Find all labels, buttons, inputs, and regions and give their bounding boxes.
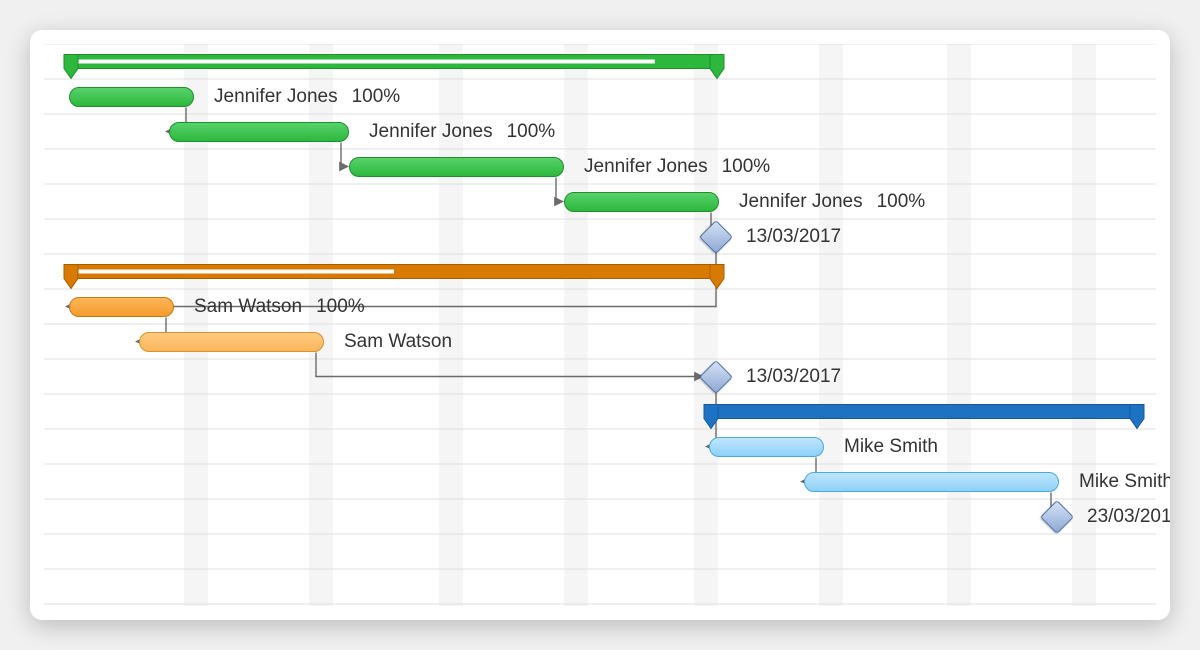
task-progress: 100% — [352, 86, 401, 107]
dependency-arrow — [316, 353, 702, 377]
task-label: Mike Smith — [844, 437, 952, 456]
task-label: Jennifer Jones 100% — [369, 122, 555, 141]
task-assignee: Jennifer Jones — [584, 156, 708, 177]
task-label: Mike Smith — [1079, 472, 1170, 491]
task-assignee: Sam Watson — [344, 331, 452, 352]
task-progress: 100% — [722, 156, 771, 177]
task-label: Sam Watson 100% — [194, 297, 365, 316]
task-assignee: Jennifer Jones — [214, 86, 338, 107]
task-assignee: Mike Smith — [844, 436, 938, 457]
milestone-label: 23/03/2017 — [1087, 507, 1170, 526]
dependency-arrow — [556, 178, 562, 202]
gantt-chart: Jennifer Jones100%Jennifer Jones100%Jenn… — [44, 44, 1156, 606]
task-assignee: Jennifer Jones — [369, 121, 493, 142]
task-bar[interactable] — [69, 87, 194, 107]
task-assignee: Mike Smith — [1079, 471, 1170, 492]
task-assignee: Jennifer Jones — [739, 191, 863, 212]
milestone-label: 13/03/2017 — [746, 367, 841, 386]
task-bar[interactable] — [349, 157, 564, 177]
task-progress: 100% — [316, 296, 365, 317]
task-label: Sam Watson — [344, 332, 466, 351]
summary-bar — [64, 265, 724, 289]
task-bar[interactable] — [804, 472, 1059, 492]
task-progress: 100% — [877, 191, 926, 212]
task-label: Jennifer Jones 100% — [584, 157, 770, 176]
milestone-label: 13/03/2017 — [746, 227, 841, 246]
task-bar[interactable] — [139, 332, 324, 352]
task-progress: 100% — [507, 121, 556, 142]
summary-bar — [64, 55, 724, 79]
task-label: Jennifer Jones 100% — [739, 192, 925, 211]
gantt-card: Jennifer Jones100%Jennifer Jones100%Jenn… — [30, 30, 1170, 620]
task-bar[interactable] — [69, 297, 174, 317]
dependency-arrow — [341, 143, 347, 167]
task-bar[interactable] — [564, 192, 719, 212]
task-bar[interactable] — [169, 122, 349, 142]
task-assignee: Sam Watson — [194, 296, 302, 317]
task-label: Jennifer Jones 100% — [214, 87, 400, 106]
task-bar[interactable] — [709, 437, 824, 457]
